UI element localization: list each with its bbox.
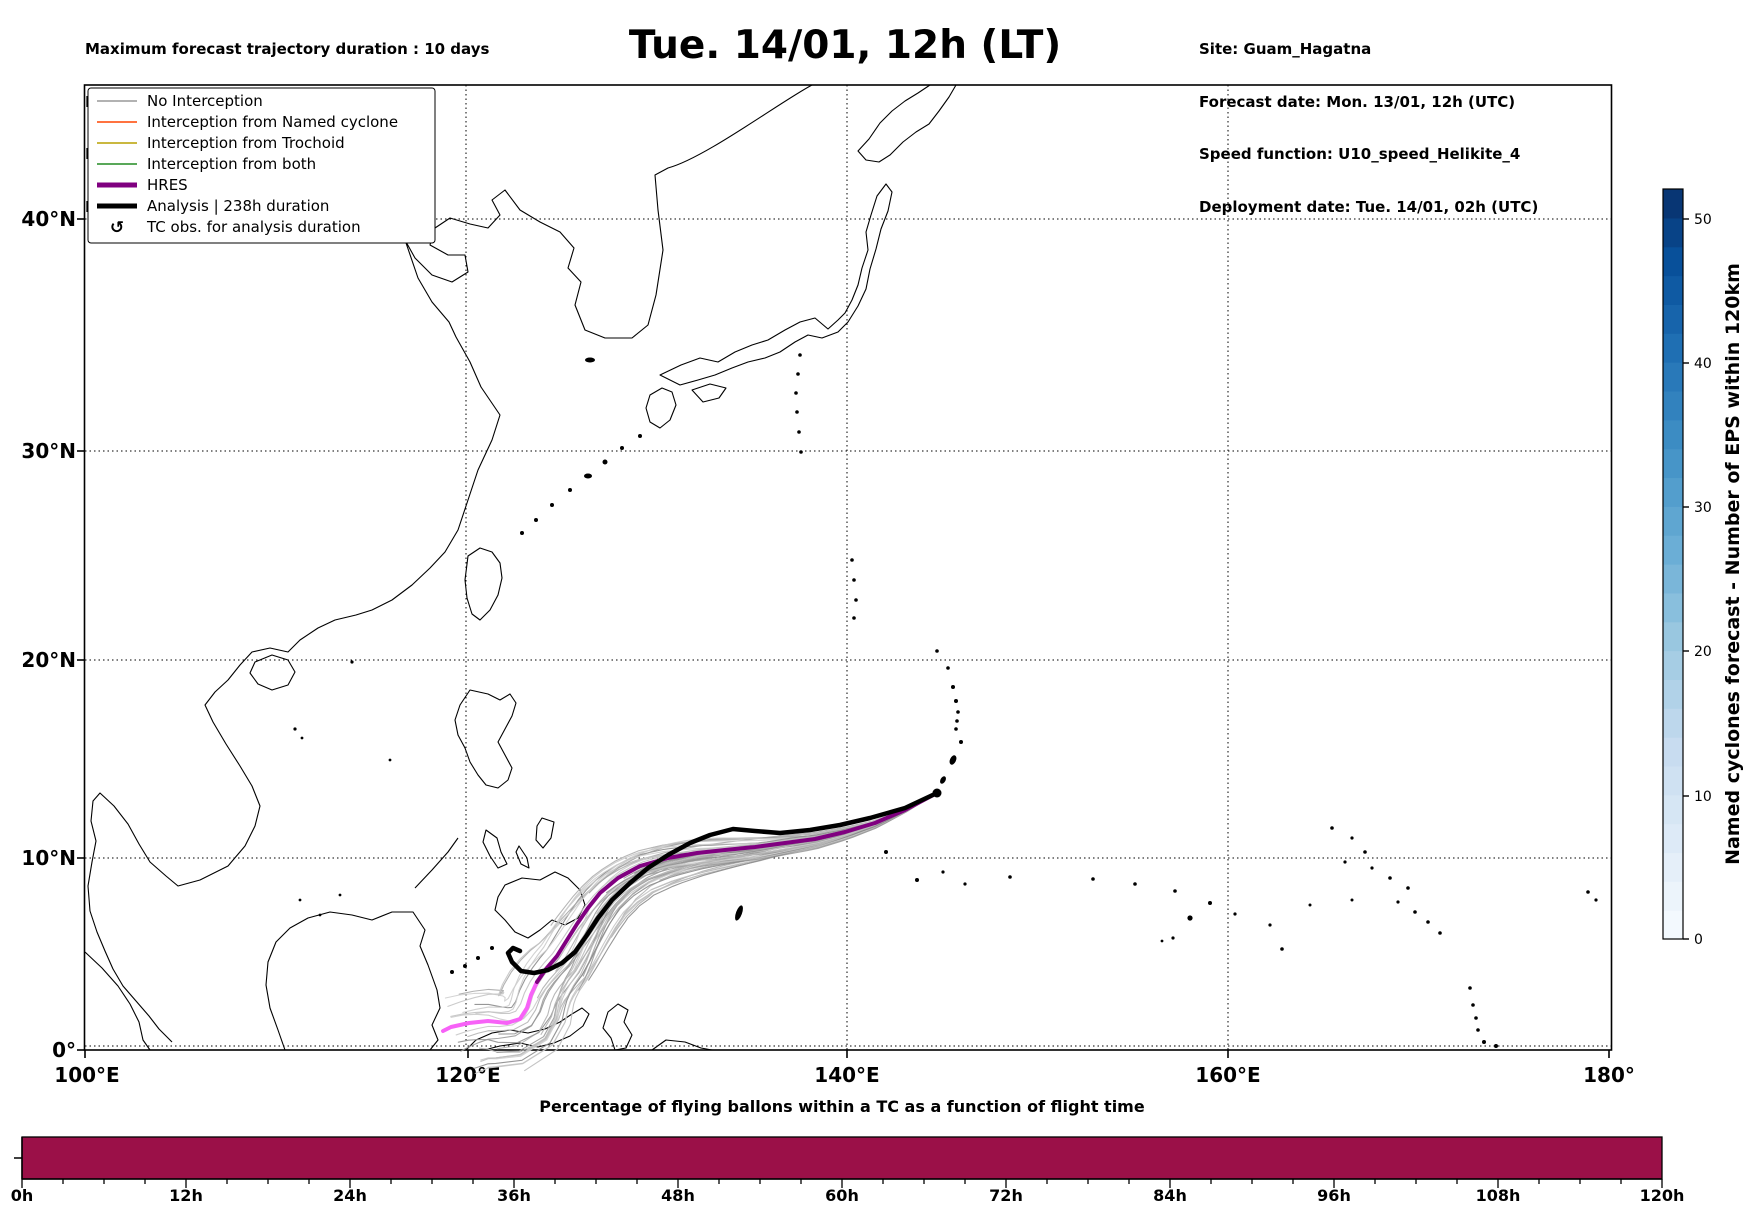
footer-tick-72h: 72h	[989, 1186, 1023, 1205]
meta-deployment-date: Deployment date: Tue. 14/01, 02h (UTC)	[1199, 197, 1539, 216]
xtick-100e: 100°E	[54, 1063, 119, 1087]
legend-label-no-interception: No Interception	[147, 92, 263, 110]
coast-samar	[535, 817, 555, 849]
coast-sumatra	[84, 951, 151, 1051]
cbtick-20: 20	[1694, 644, 1712, 660]
coast-taiwan	[464, 547, 503, 621]
meta-site: Site: Guam_Hagatna	[1199, 40, 1372, 58]
map-axes: 40°N 30°N 20°N 10°N 0° 100°E 120°E 140°E…	[21, 84, 1635, 1087]
figure-title: Tue. 14/01, 12h (LT)	[629, 23, 1061, 68]
footer-tick-84h: 84h	[1153, 1186, 1187, 1205]
coast-palawan	[414, 837, 459, 889]
meta-forecast-date: Forecast date: Mon. 13/01, 12h (UTC)	[1199, 92, 1516, 111]
tc-obs-icon: ↺	[110, 218, 124, 238]
footer-tick-24h: 24h	[333, 1186, 367, 1205]
ytick-30n: 30°N	[21, 439, 76, 463]
footer-tick-12h: 12h	[169, 1186, 203, 1205]
coast-cebu-bohol	[515, 845, 530, 869]
hres-extension-track	[441, 980, 539, 1033]
footer-tick-36h: 36h	[497, 1186, 531, 1205]
colorbar-label: Named cyclones forecast - Number of EPS …	[1722, 263, 1744, 865]
legend-label-named-cyclone: Interception from Named cyclone	[147, 113, 398, 131]
footer-tick-0h: 0h	[11, 1186, 34, 1205]
coast-hokkaido	[857, 84, 957, 163]
legend-label-trochoid: Interception from Trochoid	[147, 134, 345, 152]
coast-shikoku	[691, 383, 727, 403]
legend-label-hres: HRES	[147, 176, 188, 194]
cbtick-50: 50	[1694, 212, 1712, 228]
footer-tick-96h: 96h	[1317, 1186, 1351, 1205]
legend-label-analysis: Analysis | 238h duration	[147, 197, 329, 215]
xtick-180: 180°	[1583, 1063, 1635, 1087]
ytick-10n: 10°N	[21, 846, 76, 870]
colorbar-frame	[1662, 188, 1684, 940]
coast-borneo	[265, 911, 441, 1051]
footer-tick-60h: 60h	[825, 1186, 859, 1205]
footer-tick-108h: 108h	[1476, 1186, 1521, 1205]
cbtick-40: 40	[1694, 356, 1712, 372]
footer-x-ticks	[21, 1179, 1663, 1188]
cbtick-0: 0	[1694, 932, 1703, 948]
legend-box	[87, 87, 436, 244]
axis-ticks	[77, 218, 1610, 1058]
coast-mindanao	[494, 871, 586, 939]
coast-new-guinea	[651, 1039, 713, 1051]
xtick-160e: 160°E	[1195, 1063, 1260, 1087]
legend-label-both: Interception from both	[147, 155, 316, 173]
param-max-duration: Maximum forecast trajectory duration : 1…	[85, 40, 490, 58]
hres-track	[535, 791, 939, 984]
analysis-track	[505, 790, 940, 976]
coastlines	[84, 84, 957, 1051]
cbtick-10: 10	[1694, 789, 1712, 805]
footer-tick-48h: 48h	[661, 1186, 695, 1205]
colorbar-ticks	[1683, 218, 1689, 940]
legend: No Interception Interception from Named …	[87, 87, 436, 244]
footer-title: Percentage of flying ballons within a TC…	[539, 1097, 1145, 1116]
coast-halmahera	[602, 1003, 633, 1051]
colorbar: 0 10 20 30 40 50 Named cyclones forecast…	[1662, 188, 1744, 948]
coast-luzon	[454, 689, 517, 789]
coast-kyushu	[645, 387, 677, 429]
footer-tick-120h: 120h	[1640, 1186, 1685, 1205]
coast-honshu	[659, 183, 893, 386]
ytick-0: 0°	[52, 1038, 76, 1062]
meta-speed-function: Speed function: U10_speed_Helikite_4	[1199, 145, 1521, 163]
footer-bar	[21, 1136, 1663, 1180]
footer-chart: Percentage of flying ballons within a TC…	[11, 1097, 1685, 1205]
ytick-20n: 20°N	[21, 648, 76, 672]
run-metadata: Site: Guam_Hagatna Forecast date: Mon. 1…	[1199, 6, 1538, 251]
ytick-40n: 40°N	[21, 207, 76, 231]
coast-hainan	[249, 654, 296, 691]
legend-label-tc-obs: TC obs. for analysis duration	[146, 218, 361, 236]
island-dots	[293, 353, 1598, 1048]
graticule	[85, 85, 1611, 1050]
xtick-140e: 140°E	[814, 1063, 879, 1087]
coast-panay-negros	[482, 829, 508, 869]
ensemble-tracks	[444, 792, 938, 1075]
tc-genesis-marker	[932, 788, 942, 798]
coast-mainland-asia	[87, 84, 813, 1043]
cbtick-30: 30	[1694, 500, 1712, 516]
map-frame	[83, 84, 1613, 1051]
colorbar-gradient	[1663, 189, 1683, 940]
footer-x-labels: 0h 12h 24h 36h 48h 60h 72h 84h 96h 108h …	[11, 1186, 1685, 1205]
